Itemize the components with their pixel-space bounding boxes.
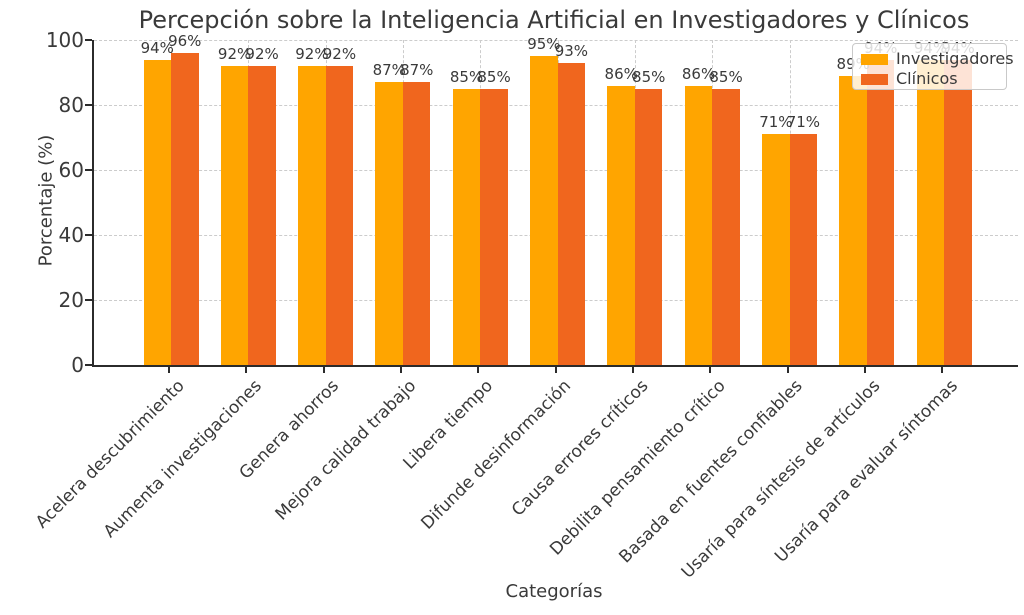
y-tick-label: 100 [45, 28, 84, 52]
y-axis-label: Porcentaje (%) [35, 134, 57, 267]
x-tick-mark [477, 367, 480, 373]
bar-value-label: 94% [140, 38, 174, 57]
bar-value-label: 85% [449, 67, 484, 86]
bar-investigadores [762, 134, 790, 365]
bar-value-label: 92% [322, 45, 357, 63]
bar-investigadores [684, 85, 713, 365]
legend-entry-investigadores: Investigadores [861, 50, 1014, 68]
gridline-horizontal [94, 40, 1018, 41]
x-tick-mark [863, 367, 866, 373]
legend-entry-clinicos: Clínicos [861, 70, 998, 88]
bar-value-label: 92% [245, 45, 279, 63]
bar-clinicos [789, 134, 818, 365]
bar-value-label: 85% [632, 67, 666, 86]
bar-investigadores [220, 66, 249, 365]
bar-clinicos [480, 88, 508, 365]
legend-label-clinicos: Clínicos [896, 69, 958, 88]
bar-investigadores [530, 56, 558, 365]
x-tick-label: Difunde desinformación [417, 376, 575, 534]
x-tick-label: Mejora calidad trabajo [271, 376, 421, 525]
y-tick-mark [85, 364, 92, 366]
x-tick-mark [322, 367, 325, 373]
bar-value-label: 95% [527, 35, 561, 54]
y-tick-label: 80 [58, 93, 84, 117]
y-tick-label: 20 [58, 288, 84, 312]
bar-clinicos [402, 82, 431, 365]
y-tick-label: 60 [58, 158, 84, 182]
bar-value-label: 86% [681, 64, 716, 83]
y-tick-mark [85, 169, 92, 171]
y-tick-mark [85, 104, 92, 106]
bar-clinicos [866, 59, 895, 365]
bar-clinicos [325, 66, 354, 365]
y-tick-mark [85, 234, 92, 236]
bar-investigadores [375, 82, 403, 365]
bar-clinicos [171, 53, 199, 365]
bar-value-label: 92% [217, 45, 252, 63]
y-tick-mark [85, 299, 92, 301]
bar-investigadores [143, 59, 171, 365]
x-tick-mark [168, 367, 170, 373]
bar-value-label: 71% [786, 113, 821, 132]
x-tick-mark [786, 367, 789, 373]
bar-clinicos [557, 62, 586, 365]
bar-value-label: 86% [604, 64, 638, 83]
bar-value-label: 71% [759, 113, 793, 132]
bar-value-label: 85% [709, 67, 743, 86]
bar-clinicos [248, 66, 276, 365]
x-tick-mark [709, 367, 712, 373]
y-tick-label: 40 [58, 223, 84, 247]
x-tick-label: Aumenta investigaciones [99, 376, 266, 542]
x-tick-mark [631, 367, 634, 373]
bar-investigadores [452, 88, 481, 365]
legend: Investigadores Clínicos [852, 43, 1014, 90]
bar-investigadores [839, 75, 867, 365]
chart-title: Percepción sobre la Inteligencia Artific… [138, 6, 970, 34]
legend-label-investigadores: Investigadores [896, 49, 1014, 68]
y-tick-label: 0 [71, 353, 84, 377]
plot-area: 94% 96% 92% 92% 92% 92% 87% 87% 85% 85% 95% 93% 86% 8… [92, 32, 1018, 367]
x-tick-label: Acelera descubrimiento [31, 376, 189, 533]
bar-clinicos [944, 59, 972, 365]
x-tick-label: Causa errores críticos [507, 376, 653, 521]
bar-investigadores [916, 59, 945, 365]
bar-value-label: 96% [168, 32, 202, 50]
investigadores-swatch-icon [861, 53, 888, 65]
bar-investigadores [607, 85, 635, 365]
bar-clinicos [634, 88, 663, 365]
y-tick-mark [85, 39, 92, 41]
bar-value-label: 92% [295, 45, 329, 63]
bar-value-label: 85% [477, 67, 511, 86]
x-tick-mark [554, 367, 557, 373]
bar-investigadores [298, 66, 326, 365]
x-axis-label: Categorías [505, 581, 603, 602]
bar-value-label: 87% [372, 61, 406, 80]
x-tick-mark [941, 367, 944, 373]
bar-clinicos [712, 88, 740, 365]
x-tick-mark [399, 367, 402, 373]
bar-value-label: 93% [554, 41, 589, 60]
x-tick-mark [245, 367, 248, 373]
clinicos-swatch-icon [861, 73, 888, 85]
bar-value-label: 87% [400, 61, 434, 80]
